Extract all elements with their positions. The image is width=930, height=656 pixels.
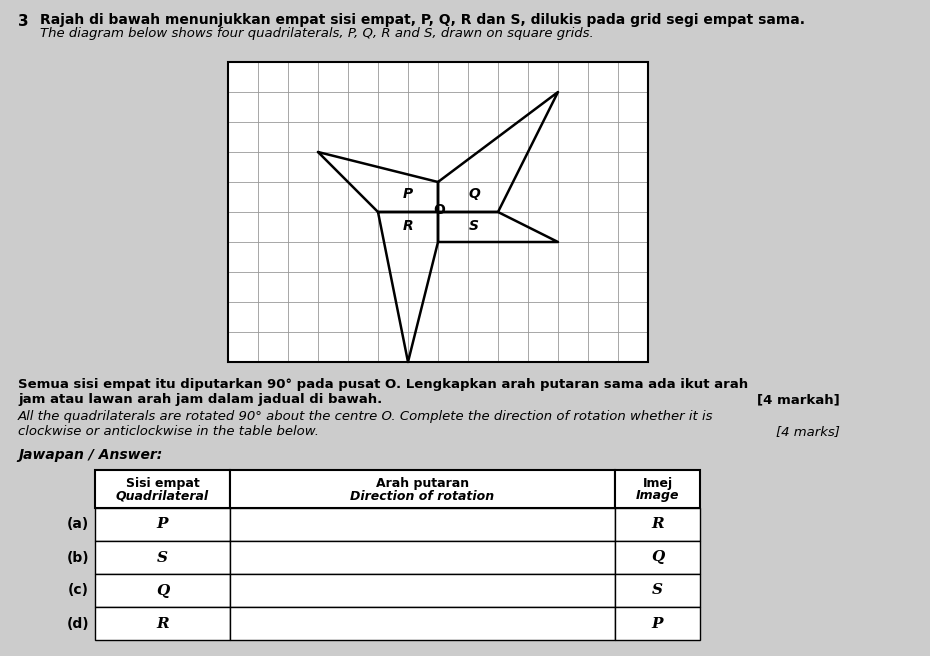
Text: R: R <box>651 518 664 531</box>
Bar <box>95 470 230 508</box>
Bar <box>230 508 615 541</box>
Text: 3: 3 <box>18 14 29 29</box>
Bar <box>228 62 648 362</box>
Text: All the quadrilaterals are rotated 90° about the centre O. Complete the directio: All the quadrilaterals are rotated 90° a… <box>18 410 713 423</box>
Text: (a): (a) <box>67 518 89 531</box>
Text: O: O <box>433 203 445 218</box>
Text: Imej: Imej <box>643 476 672 489</box>
Text: Direction of rotation: Direction of rotation <box>351 489 495 502</box>
Text: Q: Q <box>468 187 480 201</box>
Text: (d): (d) <box>66 617 89 630</box>
Text: R: R <box>156 617 169 630</box>
Bar <box>230 470 615 508</box>
Bar <box>230 574 615 607</box>
Text: S: S <box>469 218 479 232</box>
Text: Sisi empat: Sisi empat <box>126 476 199 489</box>
Text: S: S <box>652 583 663 598</box>
Text: Quadrilateral: Quadrilateral <box>116 489 209 502</box>
Bar <box>615 541 700 574</box>
Text: Jawapan / Answer:: Jawapan / Answer: <box>18 448 162 462</box>
Text: clockwise or anticlockwise in the table below.: clockwise or anticlockwise in the table … <box>18 425 319 438</box>
Bar <box>95 541 230 574</box>
Text: (b): (b) <box>66 550 89 565</box>
Text: The diagram below shows four quadrilaterals, P, Q, R and S, drawn on square grid: The diagram below shows four quadrilater… <box>40 27 593 40</box>
Text: P: P <box>403 187 413 201</box>
Text: Q: Q <box>651 550 664 565</box>
Text: [4 markah]: [4 markah] <box>757 393 840 406</box>
Text: Rajah di bawah menunjukkan empat sisi empat, P, Q, R dan S, dilukis pada grid se: Rajah di bawah menunjukkan empat sisi em… <box>40 13 805 27</box>
Text: R: R <box>403 218 413 232</box>
Bar <box>95 508 230 541</box>
Text: P: P <box>652 617 663 630</box>
Text: jam atau lawan arah jam dalam jadual di bawah.: jam atau lawan arah jam dalam jadual di … <box>18 393 382 406</box>
Bar <box>615 574 700 607</box>
Text: Image: Image <box>636 489 679 502</box>
Text: S: S <box>157 550 168 565</box>
Text: Semua sisi empat itu diputarkan 90° pada pusat O. Lengkapkan arah putaran sama a: Semua sisi empat itu diputarkan 90° pada… <box>18 378 748 391</box>
Bar <box>95 607 230 640</box>
Bar <box>615 470 700 508</box>
Text: [4 marks]: [4 marks] <box>777 425 840 438</box>
Bar <box>95 574 230 607</box>
Text: P: P <box>157 518 168 531</box>
Bar <box>228 62 648 362</box>
Bar <box>230 607 615 640</box>
Bar <box>615 607 700 640</box>
Text: (c): (c) <box>68 583 89 598</box>
Text: Q: Q <box>156 583 169 598</box>
Bar <box>615 508 700 541</box>
Text: Arah putaran: Arah putaran <box>376 476 469 489</box>
Bar <box>230 541 615 574</box>
